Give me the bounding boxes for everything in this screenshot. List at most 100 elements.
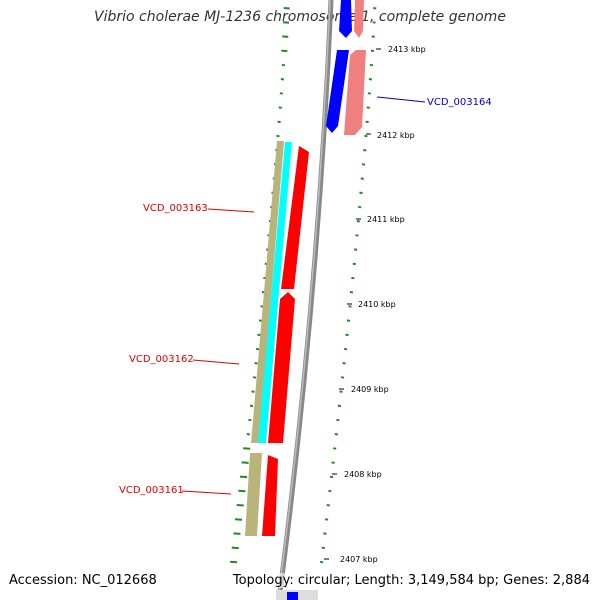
gc-content-tick [319,560,324,564]
gc-content-tick [342,362,346,365]
gc-content-tick [373,7,377,10]
map-title: Vibrio cholerae MJ-1236 chromosome 1, co… [94,9,506,25]
tick-label-2408: 2408 kbp [344,470,382,479]
gc-skew-tick [231,546,239,550]
topology-text: Topology: circular; Length: 3,149,584 bp… [232,573,590,588]
tick-label-2411: 2411 kbp [367,215,405,224]
gc-skew-tick [281,63,286,67]
gene-VCD_003163-feature [281,146,309,289]
gc-content-tick [321,546,325,550]
gc-skew-tick [257,333,261,337]
gc-content-tick [323,532,327,535]
gc-skew-tick [276,134,280,138]
gc-skew-tick [239,475,248,479]
gc-content-tick [349,291,354,294]
gc-skew-tick [243,447,251,450]
gc-content-tick [329,475,334,479]
gene-label-VCD_003162[interactable]: VCD_003162 [129,354,194,365]
gc-content-tick [339,390,343,393]
gc-skew-tick [254,362,258,365]
trna-feature-lower [245,453,262,536]
gc-content-tick [353,248,358,251]
gc-content-tick [352,262,356,266]
gc-content-tick [365,120,369,124]
gc-content-tick [372,21,376,24]
gc-skew-tick [281,49,288,53]
gc-skew-tick [230,560,238,564]
tick-label-2410: 2410 kbp [358,300,396,309]
feature-pink-2412 [344,50,366,135]
gc-content-tick [369,63,374,67]
gc-skew-tick [238,489,246,493]
gc-content-tick [346,319,351,322]
rrna-feature-upper [258,142,292,443]
leader-VCD_003162 [192,359,240,365]
gc-skew-tick [278,106,282,109]
gc-content-tick [364,134,368,138]
gc-skew-ticks-outer [319,7,377,564]
gc-content-tick [331,461,335,464]
gc-content-tick [337,404,342,408]
gc-skew-tick [235,518,243,521]
gc-content-tick [334,433,338,436]
gc-content-tick [343,347,348,351]
tick-label-2412: 2412 kbp [377,131,415,140]
backbone-ring [276,0,334,600]
gc-content-tick [356,220,361,223]
gene-VCD_003161-feature [262,455,278,536]
gc-skew-tick [248,418,252,422]
gene-VCD_003162-feature [268,292,295,443]
gc-skew-tick [282,21,290,24]
leader-VCD_003161 [181,490,232,495]
feature-top-pink [354,0,364,38]
tick-label-2413: 2413 kbp [388,45,426,54]
accession-text: Accession: NC_012668 [9,573,157,588]
tick-label-2409: 2409 kbp [351,385,389,394]
tick-marks [324,48,381,560]
gc-content-tick [340,376,345,379]
gc-skew-tick [241,461,249,464]
gc-content-tick [359,191,363,195]
gc-content-tick [367,92,372,95]
gc-content-tick [351,276,355,280]
gc-skew-tick [283,7,290,10]
gc-content-tick [368,78,373,81]
gc-content-tick [333,447,337,450]
gene-label-VCD_003164[interactable]: VCD_003164 [427,97,492,108]
gc-content-tick [328,489,332,493]
gc-content-tick [358,205,362,209]
gc-skew-tick [282,35,289,38]
gc-content-tick [326,504,330,507]
gc-content-tick [355,234,359,237]
gc-content-tick [345,333,349,337]
gc-content-tick [348,305,352,308]
tick-label-2407: 2407 kbp [340,555,378,564]
gene-label-VCD_003163[interactable]: VCD_003163 [143,203,208,214]
gc-content-tick [360,177,364,180]
feature-top-blue [339,0,352,38]
gc-content-tick [324,518,329,521]
gc-content-tick [370,49,375,53]
feature-bottom-blue [287,592,298,600]
trna-feature-upper [251,141,284,443]
leader-VCD_003164 [376,96,426,103]
gc-content-tick [336,418,340,422]
gc-skew-tick [280,78,285,81]
gc-content-tick [363,149,367,152]
gc-skew-tick [246,433,250,436]
gc-skew-tick [236,504,244,507]
gc-skew-tick [252,376,257,379]
gene-label-VCD_003161[interactable]: VCD_003161 [119,485,184,496]
gc-content-tick [371,35,375,38]
leader-VCD_003163 [207,208,255,213]
gc-skew-tick [249,404,254,408]
gc-skew-tick [277,120,281,124]
gc-content-tick [366,106,370,109]
gc-skew-tick [251,390,255,393]
gc-skew-tick [255,347,260,351]
gc-skew-tick [279,92,284,95]
gene-VCD_003164-feature [326,50,349,133]
gc-skew-tick [233,532,241,535]
gc-content-tick [361,163,366,166]
